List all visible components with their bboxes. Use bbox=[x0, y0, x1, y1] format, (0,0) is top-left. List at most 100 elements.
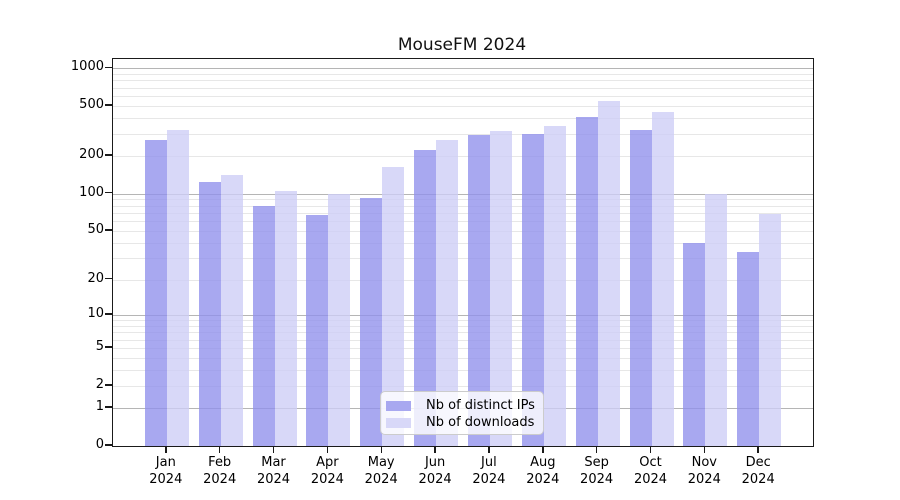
gridline-9 bbox=[113, 320, 813, 322]
x-tick-label-aug: Aug 2024 bbox=[526, 455, 560, 487]
x-tick-mark-jul bbox=[488, 446, 490, 453]
x-tick-label-jan: Jan 2024 bbox=[149, 455, 183, 487]
x-tick-label-jul: Jul 2024 bbox=[472, 455, 506, 487]
bar-mar-ips bbox=[252, 205, 275, 446]
x-tick-mark-apr bbox=[326, 446, 329, 453]
y-tick-label-20: 20 bbox=[87, 270, 104, 286]
y-tick-label-1000: 1000 bbox=[70, 59, 104, 75]
x-tick-mark-jan bbox=[165, 446, 167, 453]
bar-jun-ips bbox=[414, 149, 437, 446]
gridline-2 bbox=[113, 385, 813, 387]
y-tick-mark-20 bbox=[105, 277, 112, 280]
y-tick-label-0: 0 bbox=[95, 437, 104, 452]
x-tick-label-apr: Apr 2024 bbox=[310, 455, 344, 487]
y-tick-label-100: 100 bbox=[79, 184, 104, 200]
y-tick-mark-200 bbox=[105, 154, 112, 156]
bar-apr-downloads bbox=[328, 193, 351, 446]
plot-area bbox=[112, 58, 814, 447]
bar-sep-ips bbox=[575, 117, 598, 446]
x-tick-label-nov: Nov 2024 bbox=[687, 455, 721, 487]
gridline-900 bbox=[113, 74, 813, 75]
legend-label: Nb of distinct IPs bbox=[426, 398, 535, 413]
y-tick-label-2: 2 bbox=[95, 376, 104, 392]
gridline-20 bbox=[113, 279, 813, 281]
x-tick-mark-feb bbox=[218, 446, 221, 453]
bar-jul-downloads bbox=[489, 130, 512, 446]
x-tick-mark-dec bbox=[757, 446, 759, 453]
x-tick-label-feb: Feb 2024 bbox=[203, 455, 237, 487]
gridline-5 bbox=[113, 348, 813, 349]
y-tick-mark-1 bbox=[105, 406, 112, 408]
bar-may-ips bbox=[360, 197, 383, 446]
x-tick-mark-aug bbox=[542, 446, 544, 453]
gridline-8 bbox=[113, 325, 813, 327]
gridline-1000 bbox=[113, 68, 813, 70]
bar-jan-downloads bbox=[166, 130, 189, 446]
bar-mar-downloads bbox=[274, 190, 297, 446]
gridline-10 bbox=[113, 314, 813, 316]
y-tick-label-200: 200 bbox=[79, 147, 104, 162]
x-tick-mark-sep bbox=[595, 446, 598, 453]
bar-may-downloads bbox=[382, 166, 405, 446]
gridline-700 bbox=[113, 87, 813, 89]
bar-oct-downloads bbox=[651, 112, 674, 446]
x-tick-label-mar: Mar 2024 bbox=[256, 455, 291, 487]
y-tick-mark-500 bbox=[105, 104, 112, 106]
legend-item-distinct-ips: Nb of distinct IPs bbox=[386, 397, 543, 414]
x-tick-mark-mar bbox=[272, 446, 275, 453]
legend-item-downloads: Nb of downloads bbox=[386, 414, 543, 431]
legend-swatch-icon bbox=[386, 417, 411, 428]
gridline-60 bbox=[113, 221, 813, 223]
gridline-50 bbox=[113, 231, 813, 232]
legend-swatch-icon bbox=[386, 400, 411, 411]
gridline-800 bbox=[113, 80, 813, 82]
x-tick-mark-oct bbox=[649, 446, 652, 453]
bar-sep-downloads bbox=[597, 101, 620, 446]
bar-jan-ips bbox=[144, 139, 167, 446]
x-tick-label-jun: Jun 2024 bbox=[418, 455, 452, 487]
gridline-400 bbox=[113, 118, 813, 120]
y-tick-mark-50 bbox=[105, 229, 112, 231]
x-tick-mark-nov bbox=[703, 446, 706, 453]
bar-nov-ips bbox=[683, 242, 706, 446]
gridline-3 bbox=[113, 370, 813, 372]
bar-aug-downloads bbox=[543, 126, 566, 446]
bar-dec-ips bbox=[737, 251, 760, 446]
y-tick-mark-10 bbox=[105, 313, 112, 315]
y-tick-mark-0 bbox=[105, 444, 112, 446]
x-tick-label-may: May 2024 bbox=[364, 455, 398, 487]
gridline-90 bbox=[113, 199, 813, 201]
y-tick-label-1: 1 bbox=[95, 399, 104, 415]
legend-label: Nb of downloads bbox=[426, 415, 535, 430]
bar-apr-ips bbox=[306, 215, 329, 446]
gridline-70 bbox=[113, 212, 813, 214]
gridline-6 bbox=[113, 339, 813, 341]
x-tick-label-dec: Dec 2024 bbox=[741, 455, 775, 487]
gridline-200 bbox=[113, 156, 813, 157]
chart-title: MouseFM 2024 bbox=[397, 35, 527, 55]
y-tick-label-500: 500 bbox=[79, 97, 104, 113]
y-tick-mark-100 bbox=[105, 191, 112, 194]
x-tick-mark-may bbox=[380, 446, 382, 453]
gridline-80 bbox=[113, 205, 813, 207]
bar-jun-downloads bbox=[436, 139, 459, 446]
bar-jul-ips bbox=[467, 135, 490, 446]
x-tick-label-sep: Sep 2024 bbox=[580, 455, 614, 487]
legend: Nb of distinct IPs Nb of downloads bbox=[380, 391, 544, 435]
y-tick-mark-2 bbox=[105, 384, 112, 386]
gridline-500 bbox=[113, 106, 813, 108]
y-tick-mark-1000 bbox=[105, 66, 112, 68]
gridline-600 bbox=[113, 96, 813, 98]
y-tick-mark-5 bbox=[105, 346, 112, 348]
bar-nov-downloads bbox=[705, 193, 728, 446]
bar-aug-ips bbox=[521, 133, 544, 446]
gridline-100 bbox=[113, 193, 813, 195]
bar-feb-downloads bbox=[220, 175, 243, 446]
gridline-4 bbox=[113, 358, 813, 359]
y-tick-label-10: 10 bbox=[87, 305, 104, 321]
x-tick-mark-jun bbox=[434, 446, 436, 453]
bar-oct-ips bbox=[629, 129, 652, 446]
gridline-40 bbox=[113, 242, 813, 244]
bar-feb-ips bbox=[198, 181, 221, 446]
